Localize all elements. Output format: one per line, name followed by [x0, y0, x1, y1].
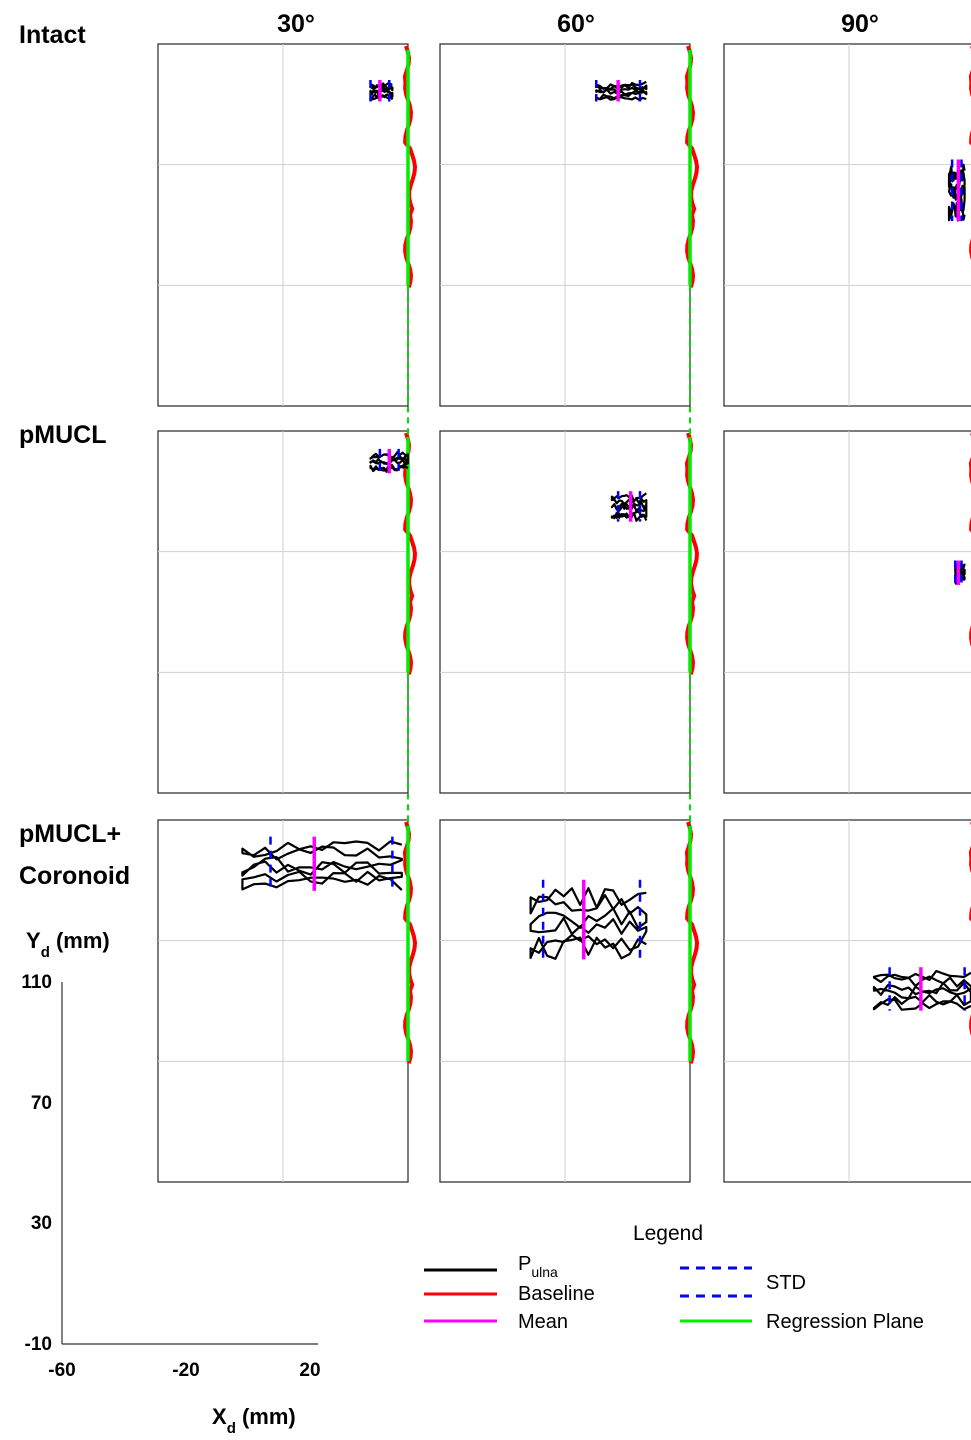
y-tick-label: -10: [25, 1334, 52, 1355]
panel: [440, 431, 697, 793]
panel: [440, 820, 697, 1182]
y-tick-label: 30: [31, 1213, 52, 1234]
legend-label-baseline: Baseline: [518, 1283, 595, 1305]
panel-frame: [724, 431, 971, 793]
row-title-intact: Intact: [19, 21, 86, 49]
panel: [158, 44, 415, 406]
legend-entry-baseline: Baseline: [424, 1283, 595, 1305]
legend-label-pulna: Pulna: [518, 1253, 558, 1280]
panel: [158, 820, 415, 1182]
x-axis-label: Xd (mm): [212, 1404, 296, 1435]
panel-frame: [724, 44, 971, 406]
legend-label-mean: Mean: [518, 1311, 568, 1333]
row-title-pmucl-coronoid: pMUCL+ Coronoid: [19, 820, 130, 890]
panel: [724, 431, 971, 793]
y-tick-label: 110: [21, 972, 52, 993]
panel-grid: [158, 44, 971, 1182]
legend-label-regression: Regression Plane: [766, 1311, 924, 1333]
x-tick-label: -60: [48, 1360, 75, 1381]
legend-title: Legend: [633, 1222, 703, 1245]
legend-entry-regression-plane: Regression Plane: [680, 1311, 924, 1333]
column-title-90: 90°: [841, 10, 879, 38]
legend-entry-pulna: Pulna: [424, 1253, 558, 1280]
y-axis-label: Yd (mm): [26, 928, 110, 961]
legend-label-std: STD: [766, 1272, 806, 1294]
row-title-pmucl: pMUCL: [19, 421, 106, 449]
column-title-60: 60°: [557, 10, 595, 38]
pulna-trace: [242, 841, 401, 890]
x-tick-label: -20: [172, 1360, 199, 1381]
legend-entry-std: STD: [680, 1268, 806, 1296]
panel: [724, 820, 971, 1182]
y-tick-label: 70: [31, 1093, 52, 1114]
x-tick-label: 20: [299, 1360, 320, 1381]
panel: [724, 44, 971, 406]
axis-reference: 110 70 30 -10 -60 -20 20: [21, 972, 320, 1381]
pulna-trace: [531, 888, 647, 959]
column-title-30: 30°: [277, 10, 315, 38]
panel: [440, 44, 697, 406]
legend-entry-mean: Mean: [424, 1311, 568, 1333]
panel: [158, 431, 415, 793]
legend: Legend Pulna Baseline Mean STD Regressio…: [424, 1222, 924, 1333]
